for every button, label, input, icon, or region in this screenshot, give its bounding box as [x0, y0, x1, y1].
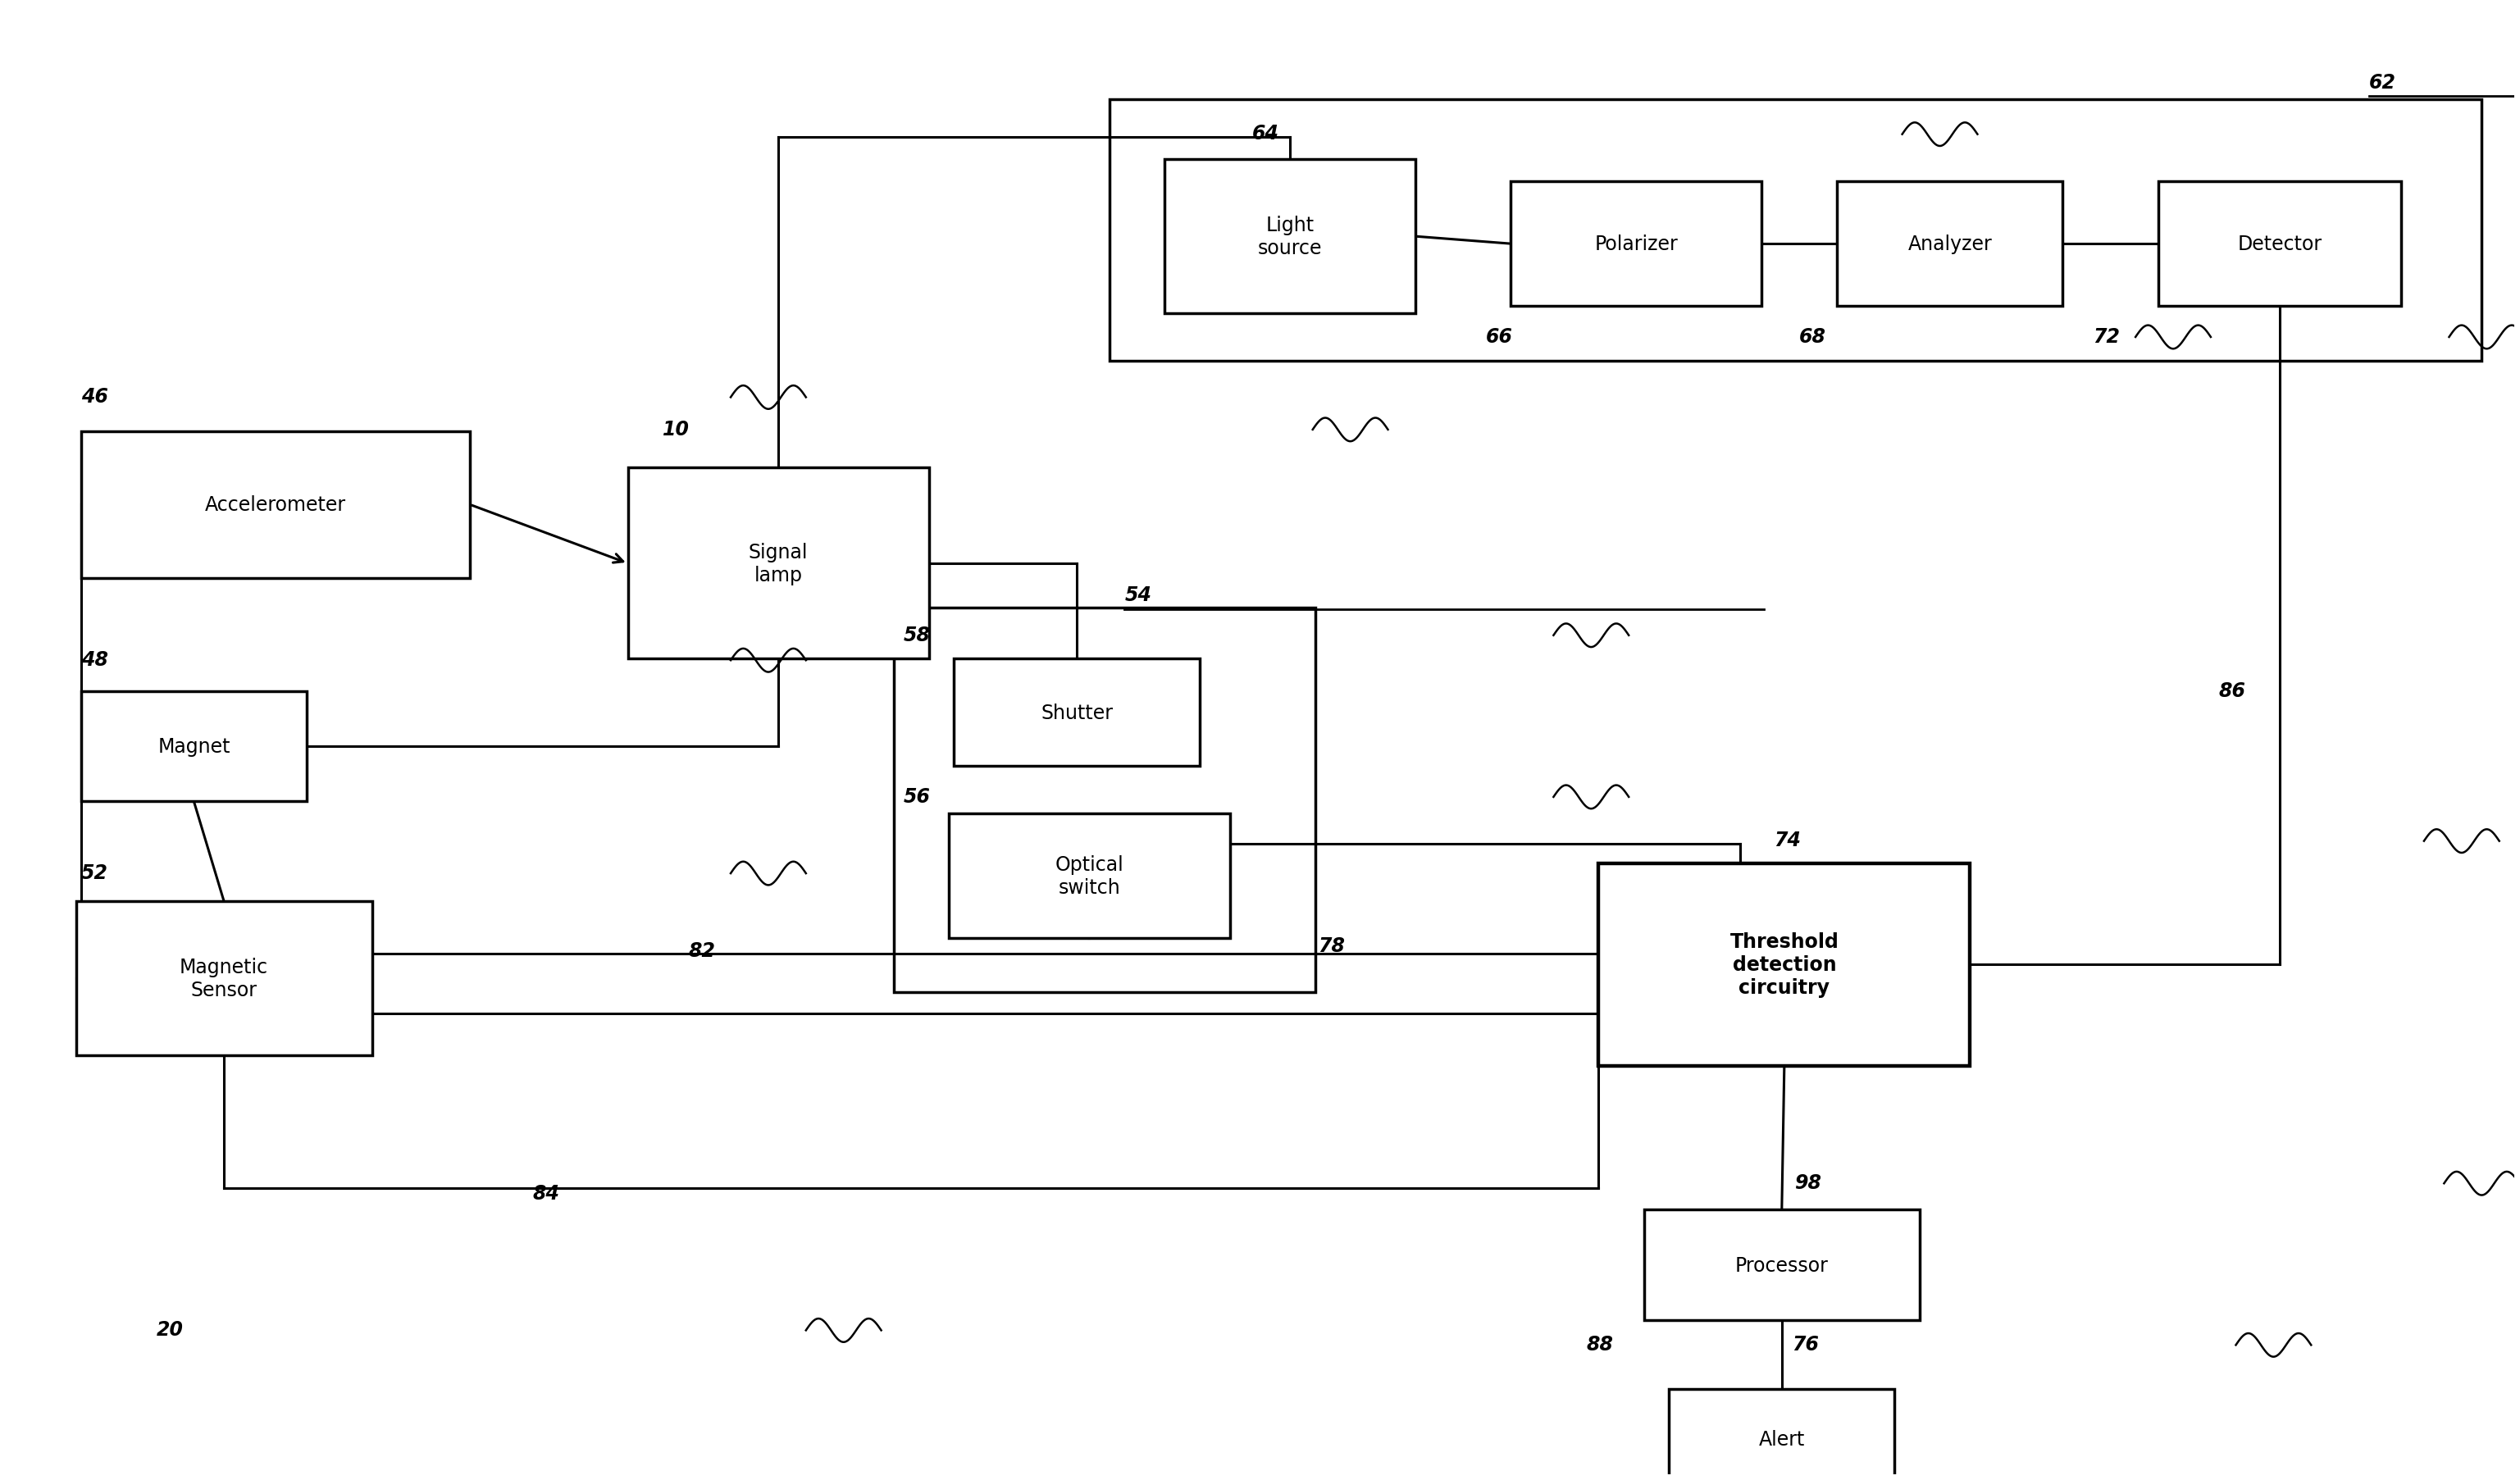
Text: 86: 86	[2218, 681, 2245, 700]
Text: 46: 46	[81, 386, 108, 407]
Bar	[1837, 182, 2064, 306]
Text: 56: 56	[905, 786, 930, 807]
Text: Processor: Processor	[1736, 1255, 1830, 1274]
Text: 52: 52	[81, 863, 108, 882]
Bar	[1598, 863, 1971, 1066]
Text: 20: 20	[156, 1320, 184, 1339]
Bar	[81, 432, 469, 579]
Bar	[2157, 182, 2402, 306]
Text: 66: 66	[1487, 327, 1512, 346]
Bar	[627, 468, 930, 659]
Bar	[1164, 160, 1416, 314]
Text: Shutter: Shutter	[1041, 703, 1114, 722]
Text: Alert: Alert	[1759, 1430, 1804, 1449]
Bar	[950, 814, 1230, 938]
Text: Magnet: Magnet	[159, 737, 229, 756]
Text: Detector: Detector	[2238, 234, 2321, 255]
Bar	[76, 901, 373, 1055]
Text: Optical
switch: Optical switch	[1056, 854, 1124, 897]
Text: 10: 10	[663, 419, 690, 440]
Text: 82: 82	[688, 941, 716, 961]
Text: Magnetic
Sensor: Magnetic Sensor	[179, 958, 267, 1000]
Text: Signal
lamp: Signal lamp	[748, 543, 809, 585]
Bar	[955, 659, 1200, 767]
Text: 48: 48	[81, 650, 108, 669]
Text: Light
source: Light source	[1257, 216, 1323, 258]
Bar	[1109, 99, 2482, 361]
Text: 54: 54	[1124, 585, 1152, 605]
Bar	[1668, 1390, 1895, 1480]
Bar	[1512, 182, 1761, 306]
Bar	[1643, 1211, 1920, 1320]
Text: 68: 68	[1799, 327, 1827, 346]
Text: Accelerometer: Accelerometer	[204, 496, 345, 515]
Bar	[895, 608, 1315, 993]
Text: 84: 84	[532, 1183, 559, 1203]
Text: 64: 64	[1252, 124, 1280, 144]
Text: 88: 88	[1585, 1333, 1613, 1354]
Text: Polarizer: Polarizer	[1595, 234, 1678, 255]
Text: Threshold
detection
circuitry: Threshold detection circuitry	[1729, 932, 1840, 998]
Text: 98: 98	[1794, 1172, 1822, 1193]
Text: 62: 62	[2369, 73, 2397, 92]
Text: 72: 72	[2092, 327, 2119, 346]
Text: 58: 58	[905, 625, 930, 644]
Text: 78: 78	[1318, 937, 1346, 956]
Text: 74: 74	[1774, 830, 1802, 850]
Text: Analyzer: Analyzer	[1908, 234, 1991, 255]
Text: 76: 76	[1792, 1333, 1819, 1354]
Bar	[81, 691, 307, 802]
